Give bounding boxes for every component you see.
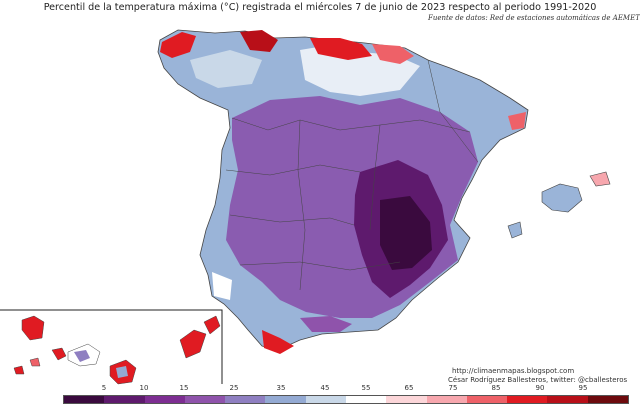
legend-tick: 55 xyxy=(361,384,371,392)
legend-color-segment xyxy=(426,396,467,403)
legend-tick: 45 xyxy=(320,384,330,392)
legend-tick: 95 xyxy=(578,384,588,392)
legend-color-segment xyxy=(386,396,427,403)
legend-color-segment xyxy=(547,396,588,403)
blog-url: http://climaenmapas.blogspot.com xyxy=(452,367,575,375)
legend-color-segment xyxy=(225,396,266,403)
legend-tick: 75 xyxy=(448,384,458,392)
legend-tick: 65 xyxy=(404,384,414,392)
legend-tick: 10 xyxy=(139,384,149,392)
legend-color-segment xyxy=(466,396,508,403)
legend-tick: 5 xyxy=(101,384,107,392)
legend-color-segment xyxy=(305,396,346,403)
legend-tick: 15 xyxy=(179,384,189,392)
legend-tick: 25 xyxy=(229,384,239,392)
legend-colorbar xyxy=(63,395,629,404)
map-title: Percentil de la temperatura máxima (°C) … xyxy=(43,2,597,13)
legend-tick: 35 xyxy=(276,384,286,392)
legend-color-segment xyxy=(265,396,306,403)
author-credit: César Rodríguez Ballesteros, twitter: @c… xyxy=(448,376,628,384)
legend-tick: 85 xyxy=(491,384,501,392)
mallorca xyxy=(541,183,583,213)
legend-color-segment xyxy=(345,396,387,403)
legend-color-segment xyxy=(507,396,548,403)
legend-color-segment xyxy=(587,396,628,403)
legend-color-segment xyxy=(64,396,105,403)
legend-color-segment xyxy=(104,396,145,403)
data-source: Fuente de datos: Red de estaciones autom… xyxy=(428,14,640,22)
legend-tick: 90 xyxy=(535,384,545,392)
legend-color-segment xyxy=(144,396,185,403)
legend-color-segment xyxy=(184,396,226,403)
canary-inset-frame xyxy=(0,309,223,384)
